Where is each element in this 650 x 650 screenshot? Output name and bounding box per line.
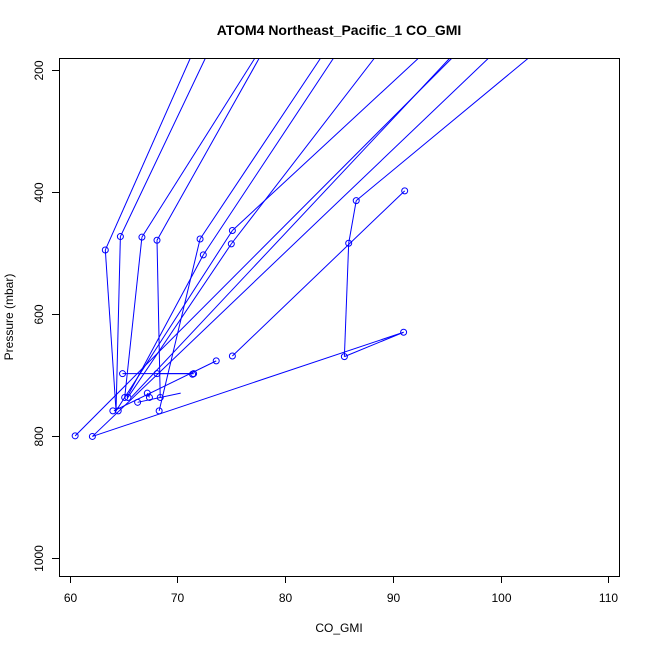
plot-area <box>71 58 529 440</box>
series-line-segment <box>156 240 161 398</box>
series-line-segment <box>348 200 357 244</box>
series-line-segment <box>130 58 451 398</box>
data-point <box>155 407 163 415</box>
data-point <box>143 389 151 397</box>
x-tick-label: 100 <box>491 591 511 605</box>
series-line-segment <box>344 331 404 358</box>
series-line-segment <box>355 58 529 201</box>
series-line-segment <box>92 331 404 437</box>
data-point <box>138 233 146 241</box>
data-point <box>199 251 207 259</box>
series-line-segment <box>232 58 420 231</box>
y-axis: 200 400 600 800 1000 <box>32 60 60 572</box>
data-point <box>212 357 220 365</box>
y-tick-label: 400 <box>32 182 46 202</box>
series-line-segment <box>115 236 121 410</box>
series-line-segment <box>158 238 201 411</box>
data-point <box>189 370 197 378</box>
x-tick-label: 80 <box>279 591 293 605</box>
y-tick-label: 1000 <box>32 545 46 572</box>
data-point <box>340 353 348 361</box>
data-point <box>196 235 204 243</box>
series-line-segment <box>232 190 406 357</box>
data-point <box>156 393 164 401</box>
series-line-segment <box>104 58 191 251</box>
data-point <box>145 393 153 401</box>
data-point <box>352 197 360 205</box>
series-line-segment <box>202 58 335 256</box>
series-line-segment <box>113 360 217 412</box>
series-line-segment <box>104 249 117 412</box>
data-point <box>114 407 122 415</box>
series-line-segment <box>124 237 143 398</box>
series-line-segment <box>137 392 181 403</box>
series-line-segment <box>199 58 322 240</box>
x-tick-label: 60 <box>64 591 78 605</box>
chart-title: ATOM4 Northeast_Pacific_1 CO_GMI <box>217 22 462 38</box>
series-line-segment <box>74 58 453 437</box>
series-line-segment <box>141 58 256 238</box>
data-point <box>153 236 161 244</box>
data-point <box>101 246 109 254</box>
x-tick-label: 90 <box>387 591 401 605</box>
series-line-segment <box>146 392 150 398</box>
data-point <box>345 239 353 247</box>
y-tick-label: 800 <box>32 426 46 446</box>
plot-frame <box>59 58 620 577</box>
data-point <box>119 370 127 378</box>
data-point <box>401 187 409 195</box>
series-line-segment <box>156 58 260 241</box>
series-line-segment <box>115 230 233 412</box>
data-point <box>227 240 235 248</box>
series-line-segment <box>343 243 350 357</box>
data-point <box>121 393 129 401</box>
series-line-segment <box>127 243 232 398</box>
data-point <box>124 393 132 401</box>
series-line-segment <box>92 58 490 437</box>
series-line-segment <box>230 58 375 245</box>
x-axis-label: CO_GMI <box>315 621 362 635</box>
y-axis-label: Pressure (mbar) <box>2 274 16 361</box>
data-point <box>109 407 117 415</box>
data-point <box>134 398 142 406</box>
x-tick-label: 70 <box>171 591 185 605</box>
y-tick-label: 600 <box>32 304 46 324</box>
data-point <box>228 352 236 360</box>
data-point <box>116 233 124 241</box>
series-line-segment <box>119 58 206 237</box>
data-point <box>153 370 161 378</box>
x-axis: 60 70 80 90 100 110 <box>64 576 618 605</box>
data-point <box>88 432 96 440</box>
y-tick-label: 200 <box>32 60 46 80</box>
x-tick-label: 110 <box>599 591 618 605</box>
data-point <box>228 226 236 234</box>
data-point <box>400 328 408 336</box>
data-point <box>71 432 79 440</box>
